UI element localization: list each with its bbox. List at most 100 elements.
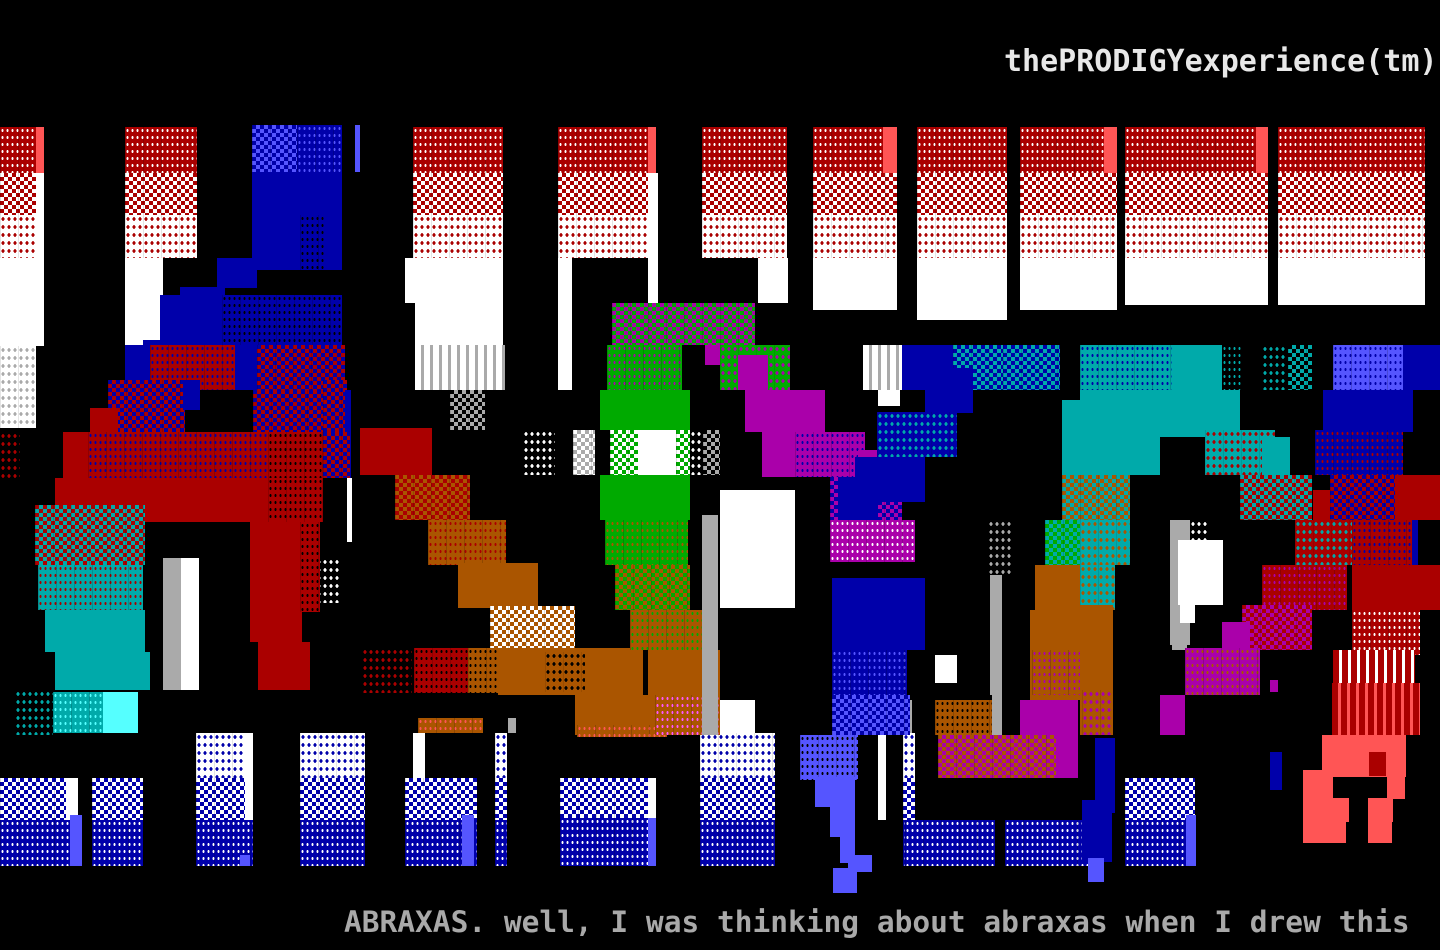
art-block	[468, 648, 498, 693]
art-block	[405, 778, 477, 820]
art-block	[830, 520, 915, 562]
art-block	[705, 345, 720, 365]
art-block	[1125, 778, 1195, 820]
art-block	[738, 355, 768, 390]
art-block	[702, 515, 718, 735]
art-block	[300, 778, 365, 820]
art-block	[125, 258, 163, 345]
art-block	[428, 520, 506, 565]
art-block	[0, 432, 20, 478]
art-block	[1172, 345, 1222, 390]
art-block	[495, 820, 507, 866]
art-block	[573, 430, 595, 475]
art-block	[196, 733, 253, 778]
art-block	[878, 390, 900, 406]
art-block	[196, 778, 253, 820]
art-block	[1278, 127, 1425, 173]
art-block	[1045, 520, 1080, 565]
art-block	[1020, 258, 1117, 310]
art-block	[70, 815, 82, 866]
art-block	[1242, 605, 1312, 650]
art-block	[638, 430, 676, 475]
art-block	[883, 127, 897, 173]
art-block	[323, 380, 347, 432]
art-block	[413, 733, 425, 778]
art-block	[1005, 820, 1095, 866]
art-block	[648, 818, 656, 866]
art-block	[1278, 215, 1425, 258]
art-block	[648, 127, 656, 173]
art-block	[560, 818, 648, 866]
art-block	[15, 690, 53, 735]
art-block	[1369, 752, 1386, 776]
art-block	[1020, 127, 1104, 173]
art-block	[935, 700, 995, 735]
art-block	[605, 520, 688, 565]
art-block	[832, 578, 925, 650]
art-block	[300, 522, 320, 612]
art-block	[252, 172, 342, 270]
art-block	[462, 815, 474, 866]
art-block	[1180, 605, 1195, 623]
art-block	[1020, 700, 1078, 735]
art-block	[878, 700, 886, 820]
art-block	[1125, 215, 1268, 258]
art-block	[38, 565, 143, 610]
caption-text: ABRAXAS. well, I was thinking about abra…	[344, 905, 1410, 939]
art-block	[92, 778, 143, 820]
art-block	[1303, 820, 1346, 843]
art-block	[953, 345, 1003, 390]
art-block	[125, 173, 197, 215]
art-block	[88, 432, 268, 478]
art-block	[235, 345, 257, 390]
art-block	[1368, 798, 1393, 822]
art-block	[838, 477, 878, 520]
art-block	[1088, 858, 1104, 882]
art-block	[648, 778, 656, 819]
art-block	[413, 127, 503, 173]
art-block	[300, 820, 365, 866]
art-block	[703, 430, 720, 475]
art-block	[905, 820, 995, 866]
art-block	[1062, 475, 1080, 520]
art-block	[0, 173, 36, 215]
art-block	[917, 215, 1007, 258]
art-block	[1056, 735, 1078, 778]
art-block	[1270, 680, 1278, 692]
art-block	[832, 695, 910, 735]
art-block	[577, 725, 667, 737]
art-block	[1222, 622, 1250, 650]
art-block	[1095, 738, 1115, 813]
art-block	[1270, 752, 1282, 790]
art-block	[495, 733, 507, 778]
art-block	[297, 125, 342, 172]
art-block	[458, 563, 538, 608]
art-block	[815, 777, 855, 807]
art-block	[45, 610, 145, 652]
art-block	[1020, 173, 1117, 215]
art-block	[1262, 565, 1347, 610]
art-block	[558, 127, 648, 173]
art-block	[413, 173, 503, 215]
art-block	[813, 215, 897, 258]
art-block	[92, 820, 143, 866]
art-block	[917, 127, 1007, 173]
art-block	[1240, 475, 1312, 520]
art-block	[700, 733, 775, 778]
art-block	[253, 390, 323, 432]
art-block	[607, 345, 682, 390]
art-block	[1082, 800, 1112, 862]
art-block	[217, 258, 257, 288]
art-block	[1322, 735, 1406, 777]
art-block	[648, 173, 658, 318]
art-block	[795, 432, 865, 477]
art-block	[0, 215, 36, 258]
art-block	[183, 380, 200, 410]
art-block	[108, 380, 185, 432]
art-block	[360, 428, 432, 475]
art-block	[125, 215, 197, 258]
art-block	[938, 735, 1056, 778]
art-block	[1125, 258, 1268, 305]
art-block	[700, 778, 775, 820]
